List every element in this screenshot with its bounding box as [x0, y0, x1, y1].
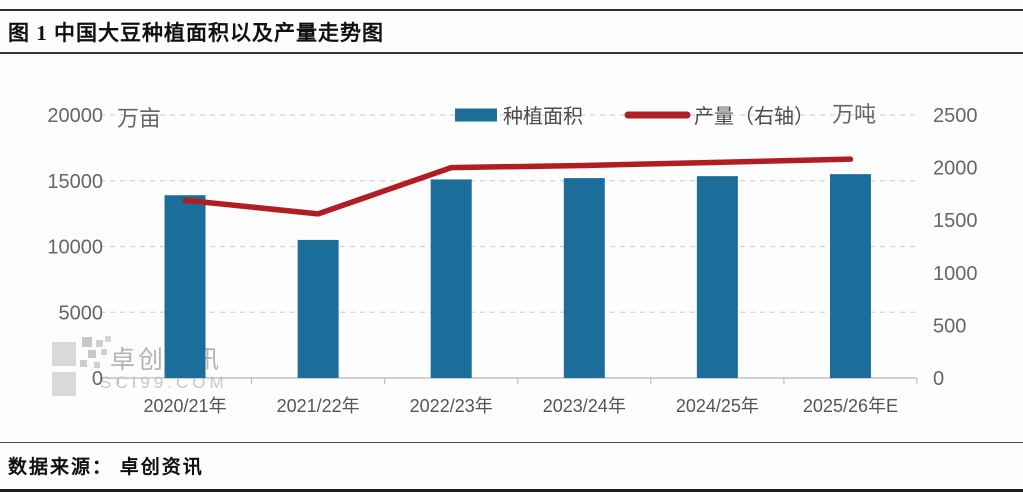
planting-area-bar: [829, 174, 871, 378]
watermark-logo-block: [80, 360, 87, 367]
data-source-text: 数据来源： 卓创资讯: [8, 457, 204, 478]
watermark-logo-block: [96, 340, 103, 347]
watermark-logo-block: [82, 337, 92, 347]
watermark-logo-block: [105, 336, 111, 342]
planting-area-bar: [297, 239, 339, 378]
watermark-logo-block: [88, 350, 96, 358]
right-axis-tick-label: 0: [933, 368, 944, 390]
source-footer: 数据来源： 卓创资讯: [0, 442, 1023, 492]
left-axis-tick-label: 0: [92, 368, 103, 390]
right-axis-tick-label: 500: [933, 315, 966, 337]
left-axis-tick-label: 15000: [47, 171, 103, 193]
trend-chart: 卓创资讯SCI99.COM050001000015000200000500100…: [47, 102, 978, 416]
right-axis-tick-label: 2500: [933, 105, 978, 127]
right-axis-tick-label: 1000: [933, 263, 978, 285]
x-axis-label: 2025/26年E: [803, 396, 898, 416]
x-axis-label: 2020/21年: [144, 396, 227, 416]
production-line: [182, 156, 854, 217]
chart-area: 卓创资讯SCI99.COM050001000015000200000500100…: [0, 54, 1023, 442]
watermark-logo-block: [101, 349, 107, 355]
legend-label-production: 产量（右轴）: [694, 105, 814, 128]
left-axis-tick-label: 10000: [47, 237, 103, 259]
figure-title: 图 1 中国大豆种植面积以及产量走势图: [8, 21, 384, 45]
planting-area-bar: [696, 176, 738, 378]
watermark-logo-block: [94, 362, 100, 368]
x-axis-label: 2022/23年: [410, 396, 493, 416]
planting-area-bar: [164, 195, 206, 378]
planting-area-bar: [563, 178, 605, 378]
left-axis-tick-label: 5000: [59, 302, 104, 324]
right-axis-unit-label: 万吨: [832, 102, 876, 127]
watermark-logo-block: [52, 342, 76, 366]
right-axis-tick-label: 1500: [933, 210, 978, 232]
legend-swatch-planting-area: [455, 108, 497, 122]
watermark-site: SCI99.COM: [100, 373, 228, 392]
x-axis-label: 2021/22年: [277, 396, 360, 416]
x-axis-label: 2024/25年: [676, 396, 759, 416]
x-axis-label: 2023/24年: [543, 396, 626, 416]
watermark-logo-block: [52, 372, 76, 396]
right-axis-tick-label: 2000: [933, 158, 978, 180]
planting-area-bar: [430, 179, 472, 378]
left-axis-tick-label: 20000: [47, 105, 103, 127]
legend-label-planting-area: 种植面积: [503, 105, 583, 128]
left-axis-unit-label: 万亩: [117, 106, 161, 131]
figure-header: 图 1 中国大豆种植面积以及产量走势图: [0, 9, 1023, 54]
